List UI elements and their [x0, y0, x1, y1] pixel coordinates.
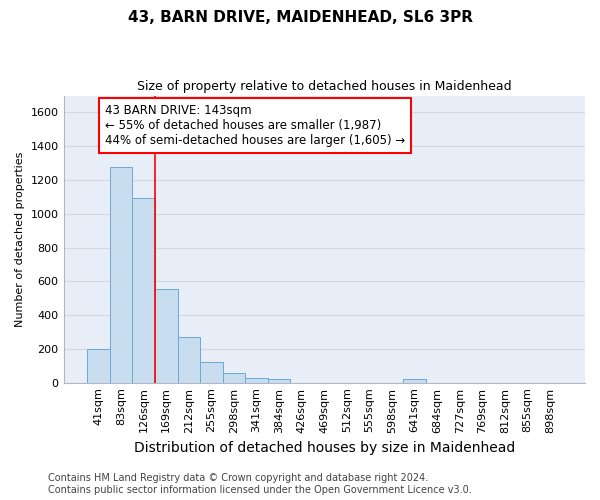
Bar [87, 349, 110, 382]
Y-axis label: Number of detached properties: Number of detached properties [15, 152, 25, 327]
Bar [223, 372, 245, 382]
Text: Contains HM Land Registry data © Crown copyright and database right 2024.
Contai: Contains HM Land Registry data © Crown c… [48, 474, 472, 495]
Bar [403, 380, 426, 382]
Text: 43, BARN DRIVE, MAIDENHEAD, SL6 3PR: 43, BARN DRIVE, MAIDENHEAD, SL6 3PR [128, 10, 473, 25]
Bar [268, 380, 290, 382]
Text: 43 BARN DRIVE: 143sqm
← 55% of detached houses are smaller (1,987)
44% of semi-d: 43 BARN DRIVE: 143sqm ← 55% of detached … [105, 104, 406, 147]
Bar [110, 168, 133, 382]
Bar [133, 198, 155, 382]
Bar [178, 337, 200, 382]
X-axis label: Distribution of detached houses by size in Maidenhead: Distribution of detached houses by size … [134, 441, 515, 455]
Bar [155, 289, 178, 382]
Bar [200, 362, 223, 382]
Title: Size of property relative to detached houses in Maidenhead: Size of property relative to detached ho… [137, 80, 512, 93]
Bar [245, 378, 268, 382]
